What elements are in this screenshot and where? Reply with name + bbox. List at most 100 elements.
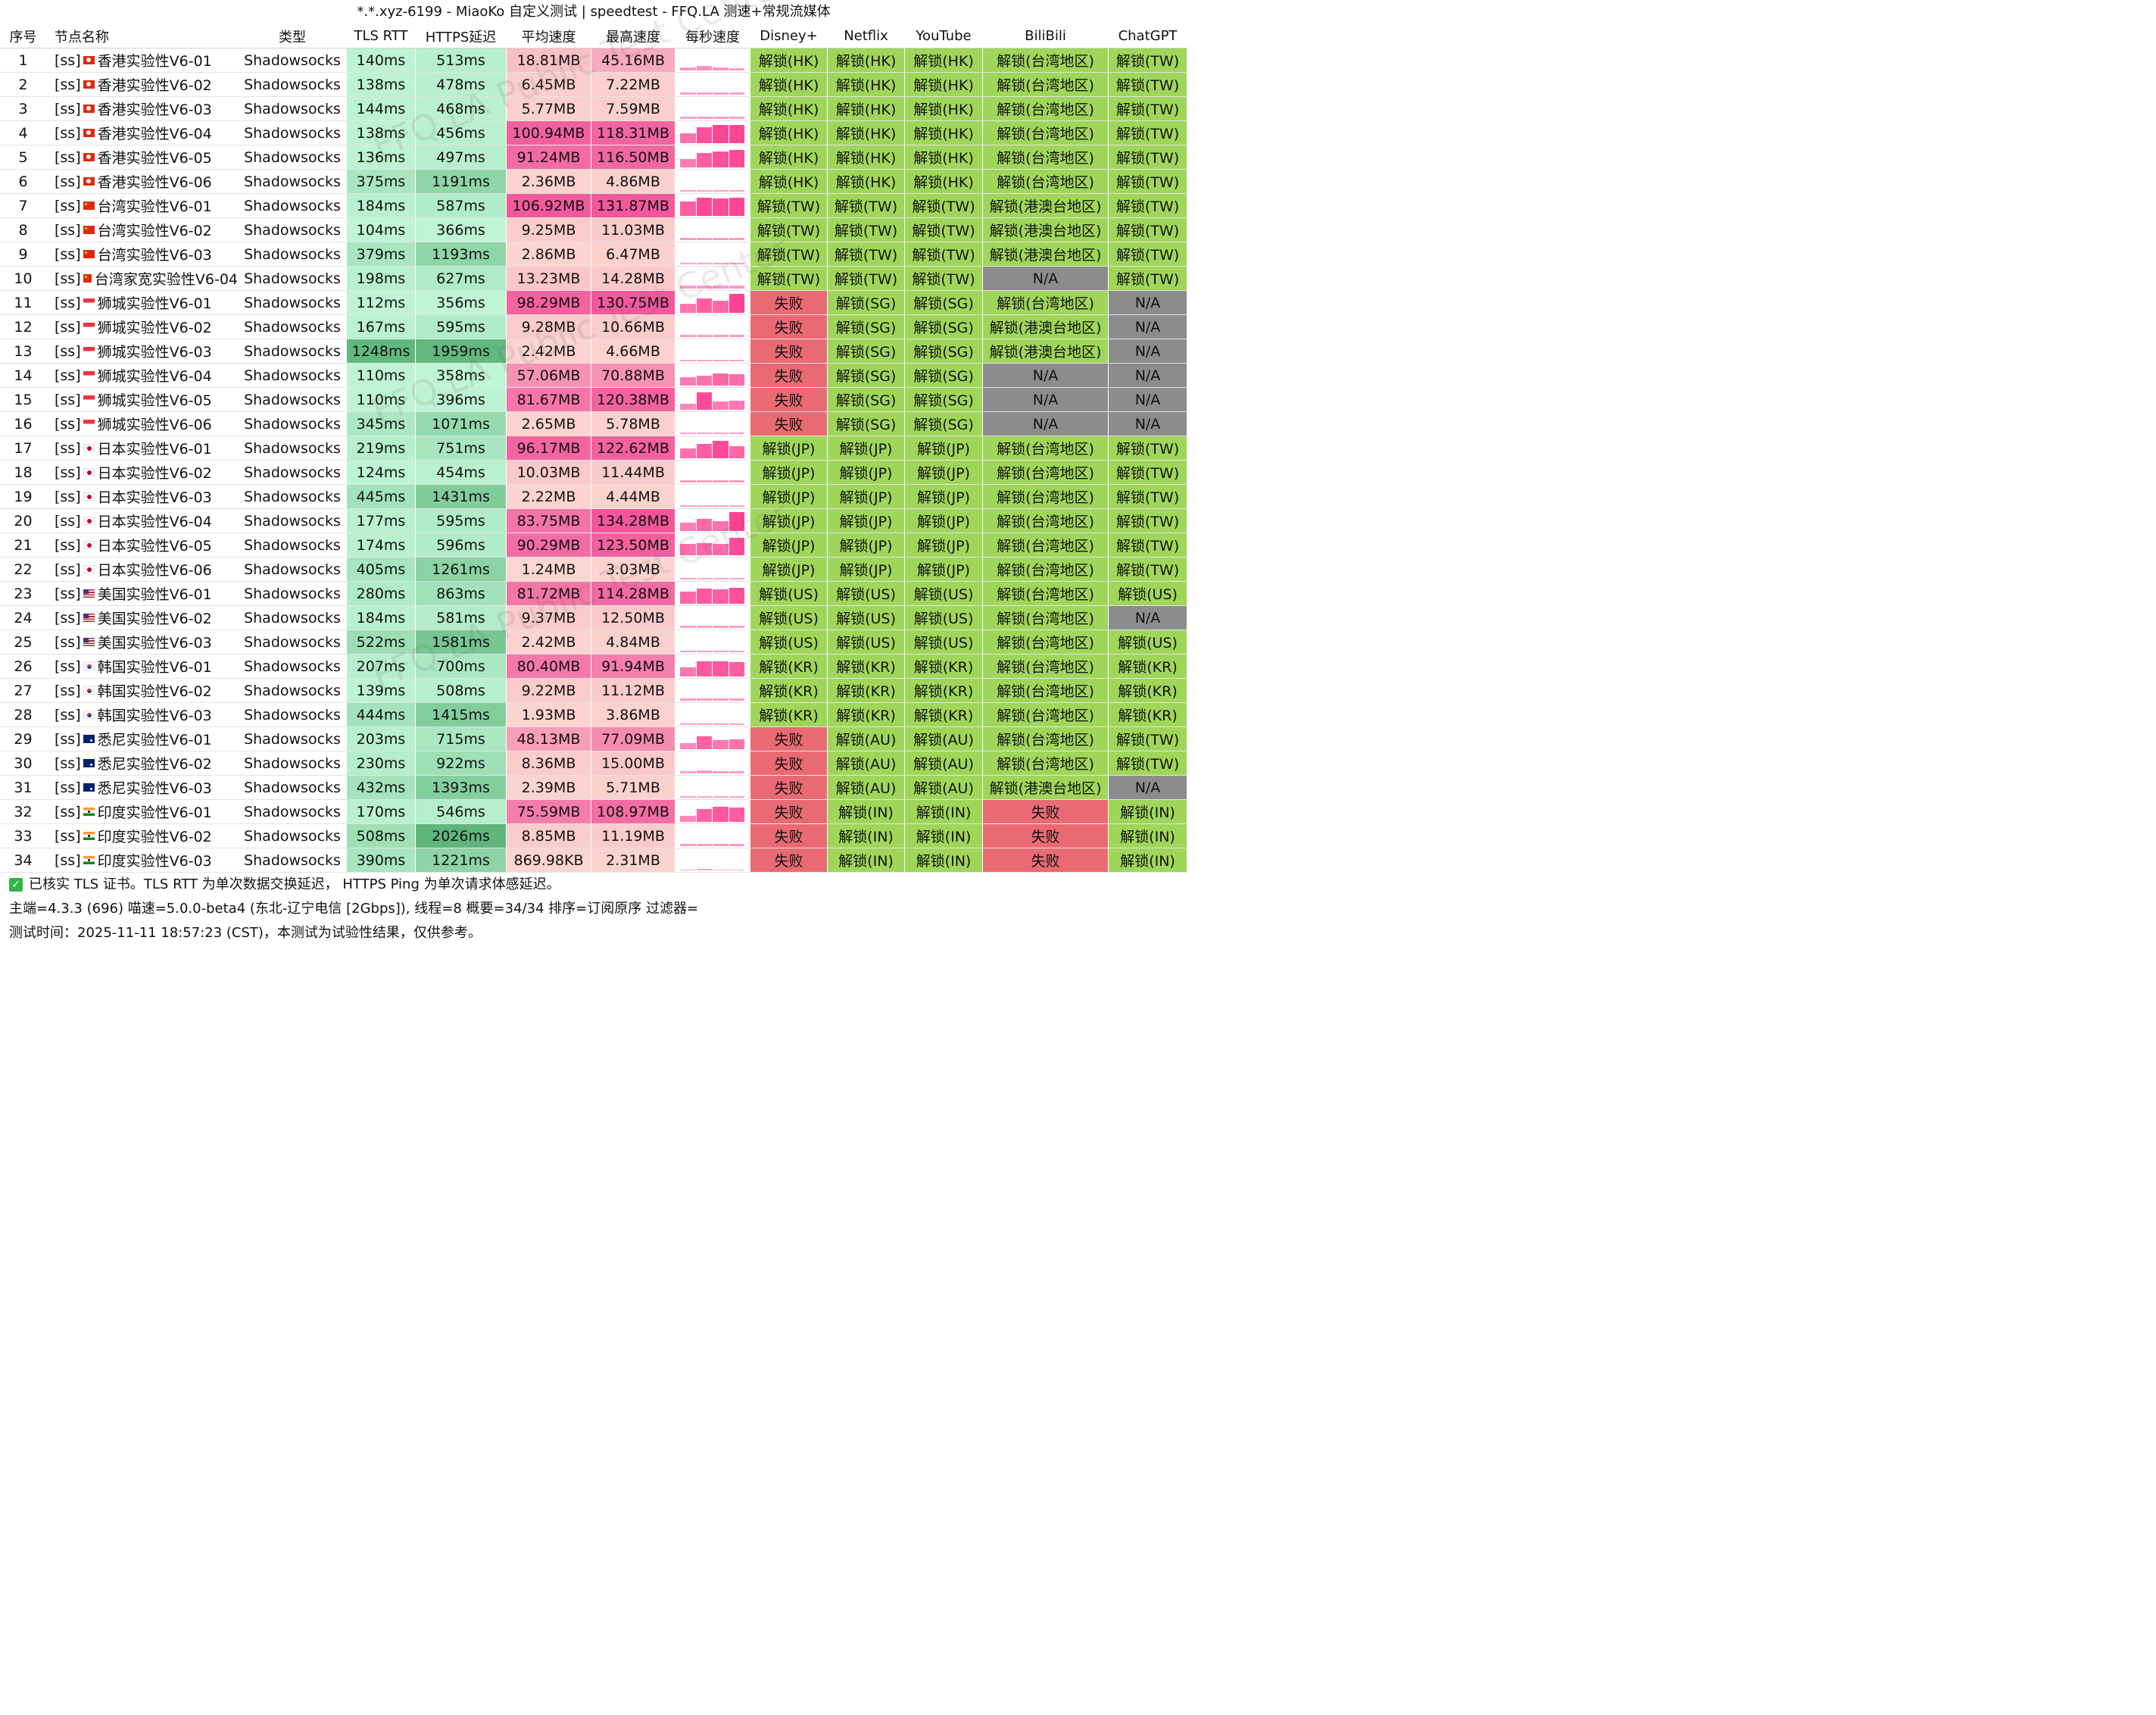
- avg-speed: 9.37MB: [507, 606, 591, 629]
- hk-flag-icon: [83, 80, 95, 89]
- speed-bars: [676, 851, 750, 870]
- chatgpt-status: 解锁(TW): [1109, 509, 1187, 533]
- https-latency: 456ms: [416, 121, 507, 145]
- col-chatgpt-header[interactable]: ChatGPT: [1109, 24, 1187, 48]
- speed-bar: [696, 723, 712, 725]
- tls-rtt: 184ms: [347, 606, 416, 629]
- col-type-header[interactable]: 类型: [239, 24, 347, 48]
- col-avg-speed-header[interactable]: 平均速度: [507, 24, 591, 48]
- table-row[interactable]: 4 [ss] 香港实验性V6-04 Shadowsocks 138ms 456ms 100.…: [0, 121, 1187, 145]
- table-row[interactable]: 27 [ss] 韩国实验性V6-02 Shadowsocks 139ms 508ms 9.2…: [0, 679, 1187, 703]
- table-row[interactable]: 15 [ss] 狮城实验性V6-05 Shadowsocks 110ms 396ms 81.…: [0, 388, 1187, 412]
- table-row[interactable]: 31 [ss] 悉尼实验性V6-03 Shadowsocks 432ms 1393ms 2.…: [0, 776, 1187, 800]
- speed-bars: [676, 681, 750, 701]
- table-row[interactable]: 30 [ss] 悉尼实验性V6-02 Shadowsocks 230ms 922ms 8.3…: [0, 751, 1187, 776]
- col-index-header[interactable]: 序号: [0, 24, 47, 48]
- node-name: [ss] 台湾家宽实验性V6-04: [47, 267, 239, 290]
- col-tls-rtt-header[interactable]: TLS RTT: [347, 24, 416, 48]
- per-second-speed-chart: [676, 218, 750, 242]
- youtube-status: 解锁(HK): [905, 170, 983, 193]
- bilibili-status: N/A: [983, 412, 1109, 436]
- speed-bars: [676, 245, 750, 264]
- speed-bar: [696, 770, 712, 773]
- node-type: Shadowsocks: [239, 727, 347, 751]
- row-index: 34: [0, 848, 47, 872]
- col-youtube-header[interactable]: YouTube: [905, 24, 983, 48]
- table-row[interactable]: 3 [ss] 香港实验性V6-03 Shadowsocks 144ms 468ms 5.77…: [0, 97, 1187, 121]
- bilibili-status: N/A: [983, 267, 1109, 290]
- speed-bar: [696, 262, 712, 264]
- table-row[interactable]: 29 [ss] 悉尼实验性V6-01 Shadowsocks 203ms 715ms 48.…: [0, 727, 1187, 751]
- node-name: [ss] 日本实验性V6-06: [47, 558, 239, 581]
- speed-bar: [680, 625, 696, 628]
- speed-bar: [680, 67, 696, 70]
- tls-rtt: 230ms: [347, 751, 416, 775]
- table-row[interactable]: 26 [ss] 韩国实验性V6-01 Shadowsocks 207ms 700ms 80.…: [0, 654, 1187, 679]
- chatgpt-status: 解锁(KR): [1109, 703, 1187, 726]
- table-row[interactable]: 28 [ss] 韩国实验性V6-03 Shadowsocks 444ms 1415ms 1.…: [0, 703, 1187, 727]
- per-second-speed-chart: [676, 436, 750, 460]
- col-per-second-speed-header[interactable]: 每秒速度: [676, 24, 750, 48]
- chatgpt-status: 解锁(TW): [1109, 242, 1187, 266]
- avg-speed: 90.29MB: [507, 533, 591, 557]
- table-row[interactable]: 22 [ss] 日本实验性V6-06 Shadowsocks 405ms 1261ms 1.…: [0, 558, 1187, 582]
- table-row[interactable]: 11 [ss] 狮城实验性V6-01 Shadowsocks 112ms 356ms 98.…: [0, 291, 1187, 315]
- col-bilibili-header[interactable]: BiliBili: [983, 24, 1109, 48]
- node-type: Shadowsocks: [239, 218, 347, 242]
- table-row[interactable]: 16 [ss] 狮城实验性V6-06 Shadowsocks 345ms 1071ms 2.…: [0, 412, 1187, 436]
- table-row[interactable]: 6 [ss] 香港实验性V6-06 Shadowsocks 375ms 1191ms 2.3…: [0, 170, 1187, 194]
- row-index: 17: [0, 436, 47, 460]
- checkmark-icon: ✓: [9, 878, 23, 892]
- table-row[interactable]: 23 [ss] 美国实验性V6-01 Shadowsocks 280ms 863ms 81.…: [0, 582, 1187, 606]
- max-speed: 15.00MB: [591, 751, 676, 775]
- netflix-status: 解锁(KR): [828, 654, 905, 678]
- netflix-status: 解锁(HK): [828, 170, 905, 193]
- speed-bar: [713, 92, 729, 95]
- table-row[interactable]: 18 [ss] 日本实验性V6-02 Shadowsocks 124ms 454ms 10.…: [0, 461, 1187, 485]
- table-row[interactable]: 24 [ss] 美国实验性V6-02 Shadowsocks 184ms 581ms 9.3…: [0, 606, 1187, 630]
- speed-bar: [696, 808, 712, 822]
- table-row[interactable]: 7 [ss] 台湾实验性V6-01 Shadowsocks 184ms 587ms 106.…: [0, 194, 1187, 218]
- table-row[interactable]: 8 [ss] 台湾实验性V6-02 Shadowsocks 104ms 366ms 9.25…: [0, 218, 1187, 242]
- speed-bar: [729, 67, 744, 70]
- table-row[interactable]: 19 [ss] 日本实验性V6-03 Shadowsocks 445ms 1431ms 2.…: [0, 485, 1187, 509]
- speed-bar: [713, 843, 729, 846]
- table-row[interactable]: 13 [ss] 狮城实验性V6-03 Shadowsocks 1248ms 1959ms 2…: [0, 339, 1187, 364]
- table-row[interactable]: 2 [ss] 香港实验性V6-02 Shadowsocks 138ms 478ms 6.45…: [0, 73, 1187, 97]
- avg-speed: 1.93MB: [507, 703, 591, 726]
- node-name: [ss] 悉尼实验性V6-02: [47, 751, 239, 775]
- table-row[interactable]: 20 [ss] 日本实验性V6-04 Shadowsocks 177ms 595ms 83.…: [0, 509, 1187, 533]
- table-row[interactable]: 25 [ss] 美国实验性V6-03 Shadowsocks 522ms 1581ms 2.…: [0, 630, 1187, 654]
- table-row[interactable]: 5 [ss] 香港实验性V6-05 Shadowsocks 136ms 497ms 91.2…: [0, 145, 1187, 170]
- node-name: [ss] 狮城实验性V6-04: [47, 364, 239, 387]
- table-row[interactable]: 34 [ss] 印度实验性V6-03 Shadowsocks 390ms 1221ms 86…: [0, 848, 1187, 873]
- speed-bar: [713, 544, 729, 555]
- max-speed: 5.78MB: [591, 412, 676, 436]
- col-netflix-header[interactable]: Netflix: [828, 24, 905, 48]
- chatgpt-status: 解锁(TW): [1109, 485, 1187, 508]
- node-label: 韩国实验性V6-02: [97, 683, 212, 700]
- node-prefix: [ss]: [55, 754, 81, 772]
- tls-rtt: 522ms: [347, 630, 416, 654]
- tls-rtt: 112ms: [347, 291, 416, 314]
- col-node-name-header[interactable]: 节点名称: [47, 24, 239, 48]
- table-row[interactable]: 17 [ss] 日本实验性V6-01 Shadowsocks 219ms 751ms 96.…: [0, 436, 1187, 461]
- col-https-latency-header[interactable]: HTTPS延迟: [416, 24, 507, 48]
- col-disney-header[interactable]: Disney+: [750, 24, 828, 48]
- node-label: 狮城实验性V6-04: [97, 368, 212, 385]
- per-second-speed-chart: [676, 558, 750, 581]
- table-row[interactable]: 1 [ss] 香港实验性V6-01 Shadowsocks 140ms 513ms 18.8…: [0, 48, 1187, 73]
- avg-speed: 18.81MB: [507, 48, 591, 72]
- table-row[interactable]: 12 [ss] 狮城实验性V6-02 Shadowsocks 167ms 595ms 9.2…: [0, 315, 1187, 339]
- col-max-speed-header[interactable]: 最高速度: [591, 24, 676, 48]
- table-row[interactable]: 10 [ss] 台湾家宽实验性V6-04 Shadowsocks 198ms 627ms 1…: [0, 267, 1187, 291]
- table-row[interactable]: 14 [ss] 狮城实验性V6-04 Shadowsocks 110ms 358ms 57.…: [0, 364, 1187, 388]
- table-row[interactable]: 21 [ss] 日本实验性V6-05 Shadowsocks 174ms 596ms 90.…: [0, 533, 1187, 558]
- speed-bar: [696, 375, 712, 386]
- table-row[interactable]: 9 [ss] 台湾实验性V6-03 Shadowsocks 379ms 1193ms 2.8…: [0, 242, 1187, 267]
- speed-bar: [680, 723, 696, 725]
- table-row[interactable]: 33 [ss] 印度实验性V6-02 Shadowsocks 508ms 2026ms 8.…: [0, 824, 1187, 848]
- node-label: 美国实验性V6-01: [97, 586, 212, 603]
- flag-emblem: [84, 227, 87, 230]
- table-row[interactable]: 32 [ss] 印度实验性V6-01 Shadowsocks 170ms 546ms 75.…: [0, 800, 1187, 824]
